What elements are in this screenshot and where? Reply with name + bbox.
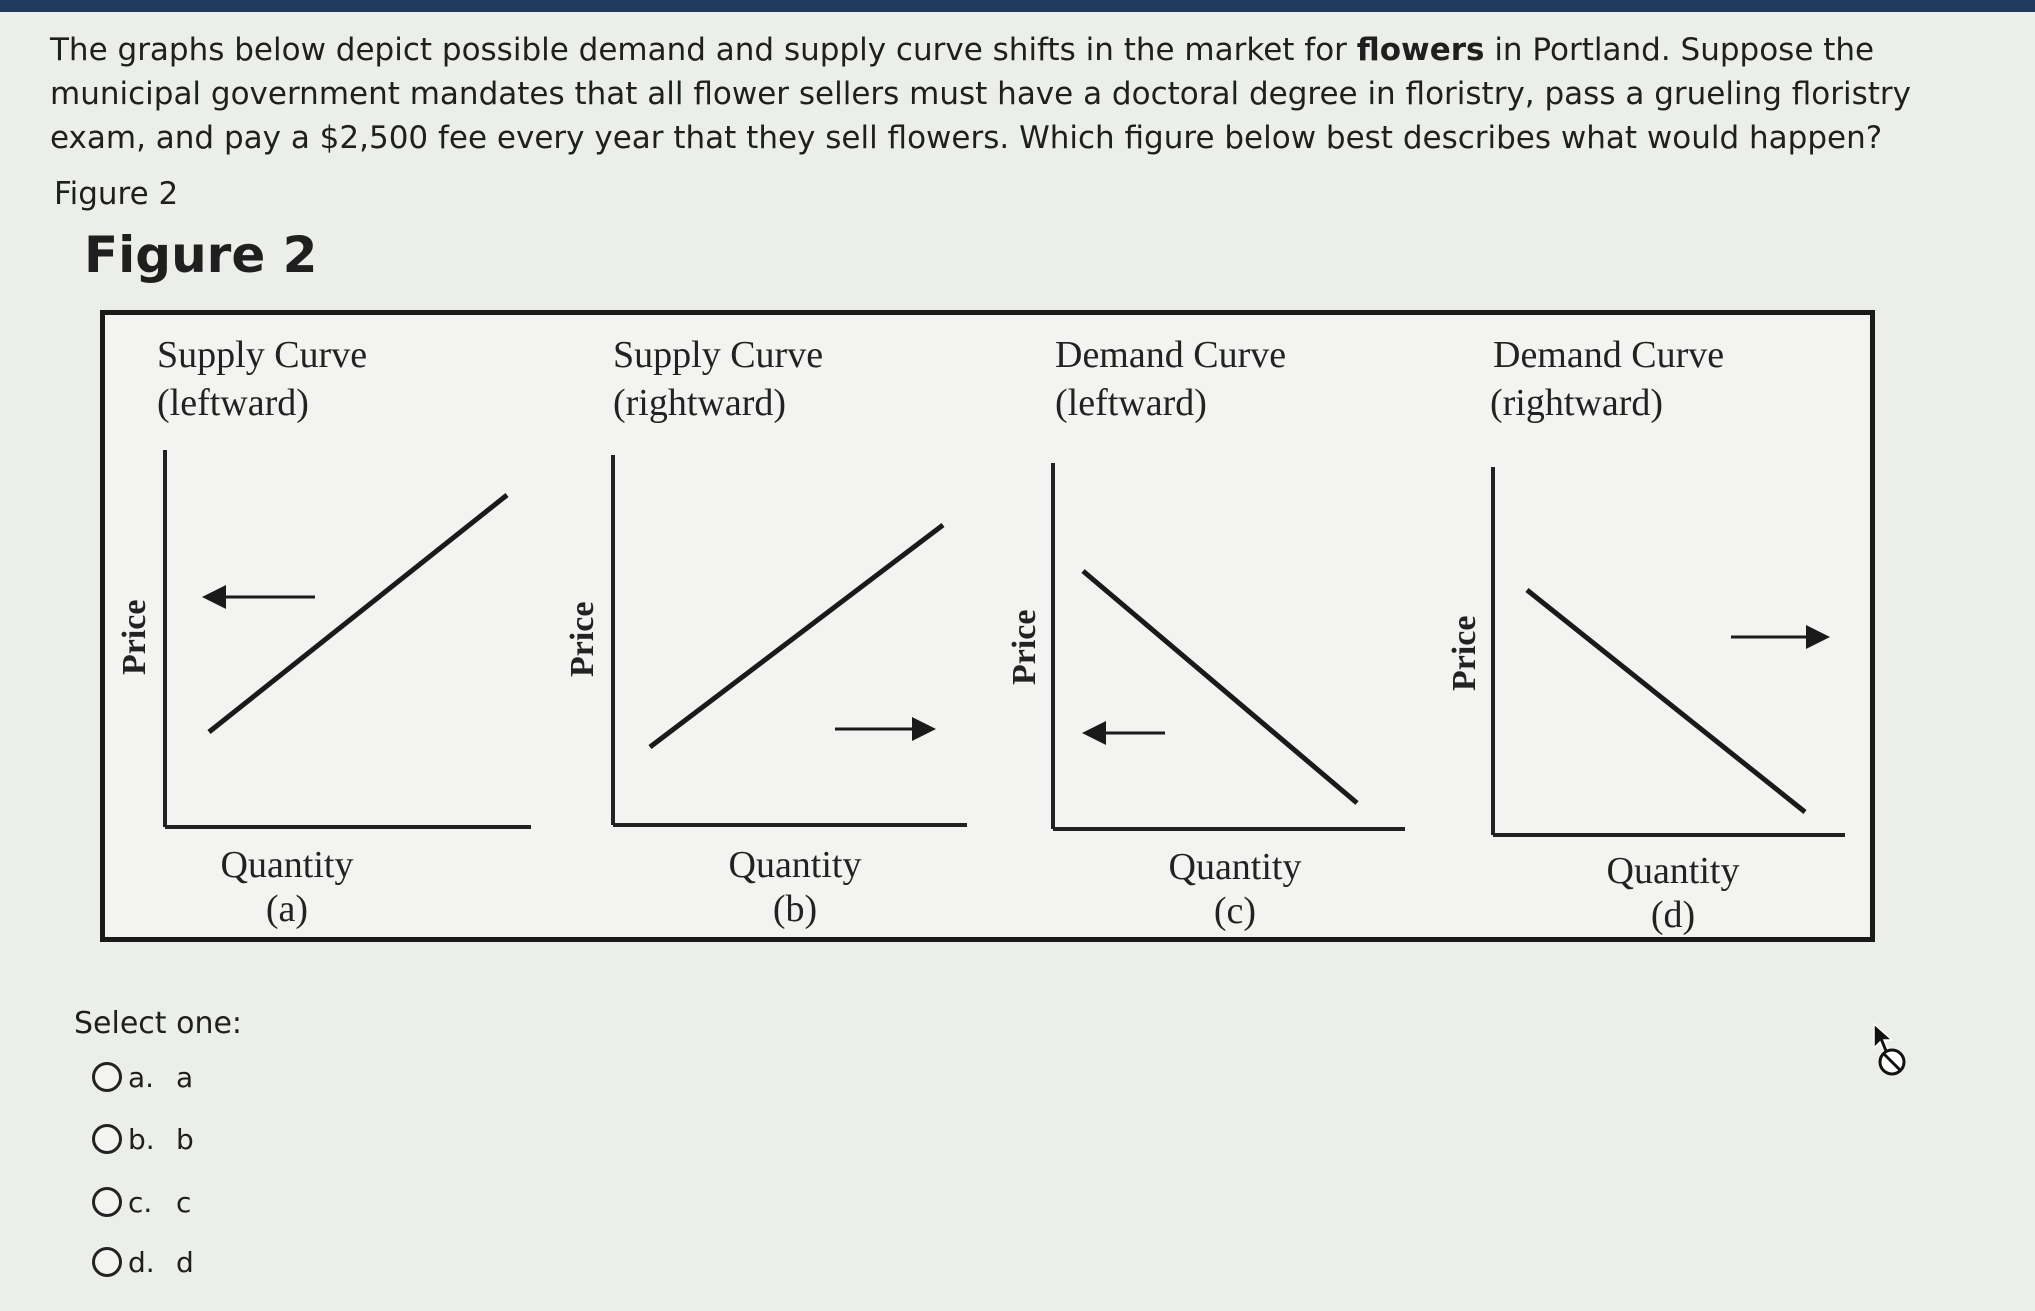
option-a[interactable]: a. a [92,1055,193,1099]
panel-b-supply-curve [648,523,945,749]
panel-c-demand-curve [1081,569,1359,805]
panel-a-title: Supply Curve [157,334,367,376]
option-c-text: c [176,1185,192,1219]
option-d-text: d [176,1245,194,1279]
figure-image: Supply Curve (leftward) Price Quantity (… [100,310,1875,942]
panel-c-ylabel: Price [1006,610,1043,686]
option-b-letter: b. [128,1122,155,1156]
radio-d[interactable] [92,1247,122,1277]
panel-d-xlabel: Quantity [1607,850,1740,892]
panel-c-subtitle: (leftward) [1055,382,1207,424]
option-b[interactable]: b. b [92,1117,194,1161]
cursor-arrow-icon [1873,1022,1894,1054]
option-c[interactable]: c. c [92,1180,191,1224]
question-bold: flowers [1356,32,1485,68]
panel-a-xlabel: Quantity [221,844,354,886]
panel-b-subtitle: (rightward) [613,382,786,424]
panel-d-subtitle: (rightward) [1490,382,1663,424]
panel-a: Supply Curve (leftward) Price Quantity (… [116,334,531,930]
panel-d-ylabel: Price [1446,616,1483,692]
top-bar [0,0,2035,12]
radio-c[interactable] [92,1187,122,1217]
panel-a-subtitle: (leftward) [157,382,309,424]
panel-c-xlabel: Quantity [1169,846,1302,888]
panel-d: Demand Curve (rightward) Price Quantity … [1446,334,1845,936]
panel-d-title: Demand Curve [1493,334,1724,376]
radio-b[interactable] [92,1124,122,1154]
radio-a[interactable] [92,1062,122,1092]
panel-b-xlabel: Quantity [729,844,862,886]
panel-a-supply-curve [207,493,509,734]
option-d[interactable]: d. d [92,1240,194,1284]
option-a-letter: a. [128,1060,155,1094]
question-part1: The graphs below depict possible demand … [50,32,1357,68]
panel-d-letter: (d) [1651,894,1695,936]
option-a-text: a [176,1060,194,1094]
option-b-text: b [176,1122,194,1156]
panel-b-letter: (b) [773,888,817,930]
panel-b-ylabel: Price [564,602,601,678]
panel-a-letter: (a) [266,888,308,930]
panel-b-title: Supply Curve [613,334,823,376]
figure-title: Figure 2 [84,226,318,284]
option-c-letter: c. [128,1185,153,1219]
option-d-letter: d. [128,1245,155,1279]
panel-c-title: Demand Curve [1055,334,1286,376]
panel-c: Demand Curve (leftward) Price Quantity (… [1006,334,1405,932]
question-part2: in Portland. Suppose the municipal gover… [50,32,1911,156]
question-text: The graphs below depict possible demand … [50,28,2010,160]
panel-d-demand-curve [1525,588,1807,814]
panel-b: Supply Curve (rightward) Price Quantity … [564,334,967,930]
panel-c-letter: (c) [1214,890,1256,932]
panel-a-ylabel: Price [116,600,153,676]
not-allowed-cursor-icon [1873,1022,1906,1076]
select-one-label: Select one: [74,1006,243,1041]
figure-caption: Figure 2 [54,176,179,212]
graphs-svg: Supply Curve (leftward) Price Quantity (… [116,334,1845,936]
